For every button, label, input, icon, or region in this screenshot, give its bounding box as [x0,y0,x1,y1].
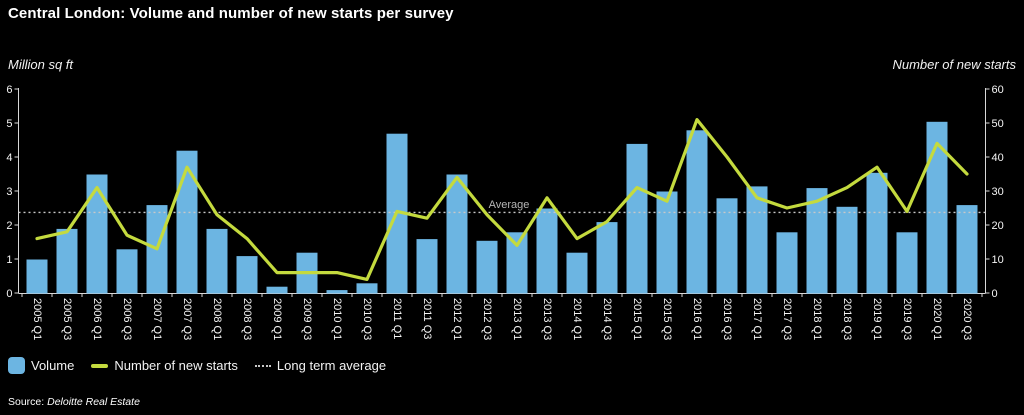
x-axis-label: 2008 Q1 [211,298,223,340]
volume-bar-2020-Q1 [926,121,948,294]
x-axis-label: 2014 Q1 [571,298,583,340]
right-axis-tick-label: 20 [992,220,1004,232]
x-axis-label: 2007 Q3 [181,298,193,340]
volume-bar-2018-Q3 [836,206,858,294]
volume-bar-2011-Q3 [416,239,438,294]
x-axis-label: 2018 Q3 [841,298,853,340]
left-axis-tick-label: 1 [6,254,12,266]
volume-bar-2017-Q1 [746,186,768,294]
legend-item-volume: Volume [8,357,74,374]
volume-bar-swatch-icon [8,357,25,374]
x-axis-label: 2010 Q1 [331,298,343,340]
right-axis-tick-label: 50 [992,118,1004,130]
volume-bar-2005-Q3 [56,228,78,294]
x-axis-label: 2005 Q3 [61,298,73,340]
x-axis-label: 2011 Q1 [391,298,403,339]
volume-bar-2009-Q1 [266,286,288,294]
x-axis-label: 2017 Q1 [751,298,763,340]
x-axis-label: 2011 Q3 [421,298,433,339]
x-axis-label: 2017 Q3 [781,298,793,340]
left-axis-tick-label: 0 [6,288,12,300]
x-axis-label: 2006 Q3 [121,298,133,340]
legend-item-new-starts: Number of new starts [91,358,238,373]
volume-bar-2008-Q1 [206,228,228,294]
left-axis-tick-label: 6 [6,84,12,96]
left-axis-tick-label: 3 [6,186,12,198]
x-axis-label: 2012 Q3 [481,298,493,340]
right-axis-tick-label: 40 [992,152,1004,164]
volume-bar-2006-Q3 [116,249,138,294]
x-axis-label: 2018 Q1 [811,298,823,340]
new-starts-line [35,117,969,281]
legend-label-volume: Volume [31,358,75,373]
x-axis-label: 2016 Q1 [691,298,703,340]
volume-bar-2010-Q3 [356,283,378,294]
volume-bar-2018-Q1 [806,188,828,294]
average-annotation: Average [489,199,530,211]
volume-bar-2007-Q3 [176,150,198,294]
volume-bar-2016-Q3 [716,198,738,294]
volume-bar-2005-Q1 [26,259,48,294]
volume-bar-2013-Q3 [536,208,558,294]
x-axis-label: 2013 Q3 [541,298,553,340]
x-axis-label: 2009 Q1 [271,298,283,340]
legend-label-long-term-average: Long term average [276,358,387,373]
x-axis-label: 2008 Q3 [241,298,253,340]
right-axis-title: Number of new starts [892,57,1016,72]
left-axis-tick-label: 4 [6,152,12,164]
right-axis-tick-label: 60 [992,84,1004,96]
volume-bar-2010-Q1 [326,290,348,294]
x-axis-label: 2014 Q3 [601,298,613,340]
volume-bar-2015-Q1 [626,143,648,294]
x-axis-label: 2016 Q3 [721,298,733,340]
volume-bar-2017-Q3 [776,232,798,294]
volume-bar-2013-Q1 [506,232,528,294]
left-axis-tick-label: 5 [6,118,12,130]
chart-title: Central London: Volume and number of new… [8,5,454,22]
legend: Volume Number of new starts Long term av… [8,357,386,374]
left-axis-title: Million sq ft [8,57,74,72]
x-axis-label: 2007 Q1 [151,298,163,340]
volume-bar-2015-Q3 [656,191,678,294]
right-axis-tick-label: 0 [992,288,998,300]
source-prefix: Source: [8,396,45,408]
x-axis-label: 2019 Q3 [901,298,913,340]
x-axis-label: 2012 Q1 [451,298,463,340]
x-axis-label: 2020 Q1 [931,298,943,340]
volume-bar-2014-Q3 [596,222,618,294]
legend-label-new-starts: Number of new starts [114,358,238,373]
right-axis-tick-label: 30 [992,186,1004,198]
volume-bar-2008-Q3 [236,256,258,294]
x-axis-label: 2020 Q3 [961,298,973,340]
x-axis-label: 2006 Q1 [91,298,103,340]
source-name: Deloitte Real Estate [47,396,140,408]
x-axis-label: 2013 Q1 [511,298,523,340]
volume-bar-2012-Q1 [446,174,468,294]
volume-bar-2016-Q1 [686,130,708,294]
volume-bar-2006-Q1 [86,174,108,294]
volume-bar-2019-Q1 [866,172,888,294]
volume-bar-2014-Q1 [566,252,588,294]
left-axis-tick-label: 2 [6,220,12,232]
source-note: Source: Deloitte Real Estate [8,396,140,408]
x-axis-label: 2015 Q1 [631,298,643,340]
new-starts-line-swatch-icon [91,363,109,368]
long-term-average-swatch-icon [254,364,271,367]
right-axis-tick-label: 10 [992,254,1004,266]
volume-bar-2020-Q3 [956,205,978,294]
x-axis-label: 2019 Q1 [871,298,883,340]
volume-bar-2019-Q3 [896,232,918,294]
volume-bar-2012-Q3 [476,240,498,294]
x-axis-label: 2005 Q1 [31,298,43,340]
x-axis-label: 2015 Q3 [661,298,673,340]
legend-item-long-term-average: Long term average [254,358,387,373]
x-axis-label: 2010 Q3 [361,298,373,340]
x-axis-label: 2009 Q3 [301,298,313,340]
